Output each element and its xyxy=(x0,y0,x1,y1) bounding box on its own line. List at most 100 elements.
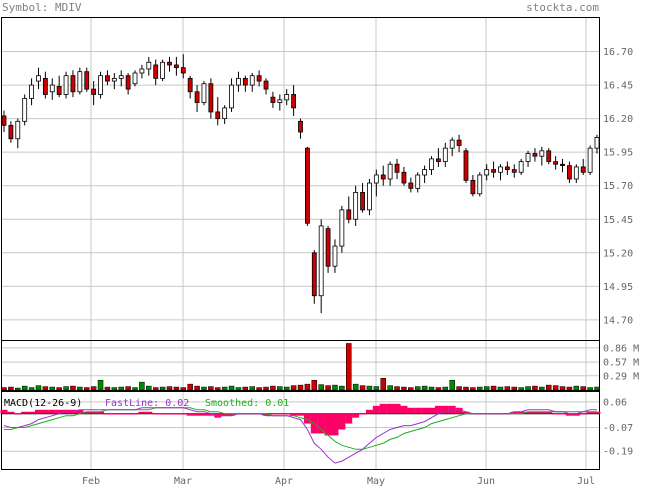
candle-body xyxy=(70,75,76,93)
macd-histogram-bar xyxy=(324,413,332,436)
candle-body xyxy=(470,179,476,195)
macd-histogram-bar xyxy=(103,413,111,415)
candle xyxy=(477,172,483,197)
candle xyxy=(380,165,386,186)
volume-bar xyxy=(139,381,145,391)
macd-histogram-bar xyxy=(262,413,270,416)
volume-bar xyxy=(70,385,76,391)
macd-histogram-bar xyxy=(365,409,373,414)
macd-histogram-bar xyxy=(269,413,277,415)
volume-bar xyxy=(215,387,221,391)
x-tick-label: Jun xyxy=(477,476,495,486)
candle-body xyxy=(325,228,331,267)
x-tick-label: May xyxy=(367,476,385,486)
volume-bar xyxy=(277,386,283,391)
macd-histogram-bar xyxy=(517,411,525,414)
volume-bar xyxy=(456,386,462,391)
candle xyxy=(567,161,572,184)
volume-bar xyxy=(449,379,455,391)
macd-histogram-bar xyxy=(462,411,470,414)
candle-body xyxy=(546,150,552,162)
candle xyxy=(249,73,255,92)
macd-histogram-bar xyxy=(228,413,236,416)
candle-body xyxy=(339,209,345,247)
candle-body xyxy=(49,84,55,93)
candle xyxy=(77,67,83,95)
volume-bar xyxy=(56,387,62,391)
candle-body xyxy=(525,153,531,162)
volume-bar xyxy=(132,387,138,391)
volume-bar xyxy=(525,386,531,391)
volume-bar xyxy=(201,386,207,391)
volume-bar xyxy=(511,386,518,391)
candle-body xyxy=(511,169,517,173)
candle xyxy=(132,70,138,87)
candle xyxy=(442,142,448,167)
candle-body xyxy=(277,99,283,103)
macd-histogram-bar xyxy=(221,413,229,416)
candle xyxy=(311,250,317,304)
candle xyxy=(56,75,62,98)
x-tick-label: Jul xyxy=(577,476,595,486)
candle-body xyxy=(518,161,524,173)
candle-body xyxy=(449,139,455,149)
candle xyxy=(49,78,55,100)
price-tick-label: 15.20 xyxy=(603,248,633,259)
candle xyxy=(215,97,221,126)
candle-body xyxy=(1,115,7,126)
fastline-label: FastLine: 0.02 xyxy=(105,398,189,409)
macd-histogram-bar xyxy=(41,409,49,414)
volume-bar xyxy=(421,385,428,391)
volume-bar xyxy=(297,384,304,391)
candle xyxy=(98,71,103,99)
macd-histogram-bar xyxy=(338,413,346,430)
macd-tick-label: -0.19 xyxy=(603,447,633,458)
volume-bar xyxy=(118,386,124,391)
volume-bar xyxy=(408,387,414,391)
volume-bar xyxy=(256,387,262,391)
site-name: stockta.com xyxy=(526,1,599,14)
macd-histogram-bar xyxy=(172,413,180,415)
candle xyxy=(346,196,352,224)
macd-histogram-bar xyxy=(455,407,463,414)
candle xyxy=(387,161,393,186)
candle-body xyxy=(318,225,324,297)
candle-body xyxy=(215,111,221,120)
candle-body xyxy=(504,166,510,171)
candles xyxy=(1,54,600,314)
candle-body xyxy=(91,88,97,95)
candle-body xyxy=(298,120,303,133)
macd-histogram-bar xyxy=(0,409,8,414)
candle-body xyxy=(560,163,565,166)
volume-bar xyxy=(442,386,449,391)
candle-body xyxy=(532,153,538,157)
candle xyxy=(353,185,359,226)
candle-body xyxy=(256,75,262,82)
volume-bar xyxy=(77,386,83,391)
candle xyxy=(408,177,414,193)
candle-body xyxy=(408,182,414,189)
candle xyxy=(36,67,41,90)
volume-bar xyxy=(304,383,311,391)
volume-bar xyxy=(594,386,600,391)
volume-bar xyxy=(497,386,504,391)
candle-body xyxy=(29,84,34,99)
volume-bar xyxy=(428,386,435,391)
macd-lines xyxy=(0,403,601,464)
candle xyxy=(436,148,441,167)
candle-body xyxy=(208,83,214,113)
candle-body xyxy=(167,61,172,66)
x-tick-label: Feb xyxy=(82,476,100,486)
macd-histogram-bar xyxy=(34,409,42,414)
candle xyxy=(298,118,303,139)
candle xyxy=(236,71,241,92)
volume-bar xyxy=(235,387,242,391)
candle-body xyxy=(484,169,490,176)
price-tick-label: 16.70 xyxy=(603,47,633,58)
macd-histogram-bar xyxy=(97,411,105,414)
candle-body xyxy=(270,96,276,103)
candle xyxy=(256,70,262,87)
volume-bar xyxy=(325,385,331,391)
macd-histogram-bar xyxy=(579,413,587,415)
candle-body xyxy=(442,147,448,162)
